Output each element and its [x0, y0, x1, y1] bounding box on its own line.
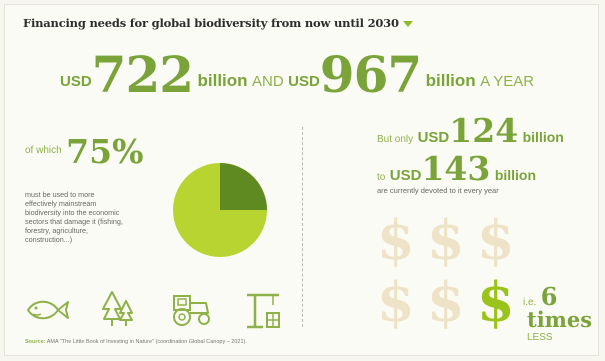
less-label: LESS: [527, 332, 553, 343]
dollar-icon: $: [427, 270, 465, 334]
times-label: times: [527, 307, 593, 332]
infographic-frame: Financing needs for global biodiversity …: [4, 4, 599, 356]
share-heading: of which 75%: [25, 132, 143, 171]
unit-billion: billion: [522, 129, 564, 145]
fish-icon: [26, 300, 69, 320]
currency-label: USD: [60, 73, 92, 90]
currency-label: USD: [288, 73, 320, 90]
current-funding-note: are currently devoted to it every year: [377, 186, 499, 195]
infographic-title: Financing needs for global biodiversity …: [23, 16, 413, 30]
ratio-line: i.e. 6: [523, 282, 558, 311]
but-only-label: But only: [377, 134, 414, 145]
and-label: AND: [252, 73, 284, 90]
to-label: to: [377, 172, 386, 183]
forest-icon: [102, 291, 133, 326]
a-year-label: A YEAR: [480, 73, 535, 90]
dollar-icon: $: [477, 208, 515, 272]
triangle-down-icon: [402, 21, 413, 27]
source-text: AMA "The Little Book of Investing in Nat…: [46, 339, 247, 345]
share-description: must be used to more effectively mainstr…: [25, 190, 123, 244]
dollar-icon: $: [377, 208, 415, 272]
construction-crane-icon: [247, 293, 280, 329]
dollar-icon: $: [427, 208, 465, 272]
amount-967: 967: [319, 45, 422, 104]
dollar-highlight-icon: $: [477, 270, 515, 334]
current-funding-line1: But only USD124 billion: [377, 111, 564, 150]
source-label: Source:: [25, 339, 46, 345]
of-which-label: of which: [25, 145, 62, 156]
ie-label: i.e.: [523, 297, 537, 308]
unit-billion: billion: [425, 71, 476, 90]
title-text: Financing needs for global biodiversity …: [23, 16, 399, 30]
dashed-divider: [302, 127, 303, 327]
headline-need: USD722 billion AND USD967 billion A YEAR: [60, 45, 534, 104]
share-pie-chart: [173, 163, 267, 257]
dollar-icon: $: [377, 270, 415, 334]
currency-label: USD: [417, 129, 450, 146]
ratio-number: 6: [540, 282, 558, 311]
currency-label: USD: [389, 167, 422, 184]
tractor-icon: [173, 295, 210, 326]
share-percent: 75%: [66, 132, 144, 171]
unit-billion: billion: [494, 167, 537, 183]
amount-722: 722: [91, 45, 194, 104]
current-funding-line2: to USD143 billion: [377, 149, 536, 188]
amount-143: 143: [421, 149, 491, 188]
source-note: Source: AMA "The Little Book of Investin…: [25, 339, 247, 345]
pie-slice-highlight: [220, 163, 267, 210]
amount-124: 124: [449, 111, 519, 150]
unit-billion: billion: [197, 71, 248, 90]
